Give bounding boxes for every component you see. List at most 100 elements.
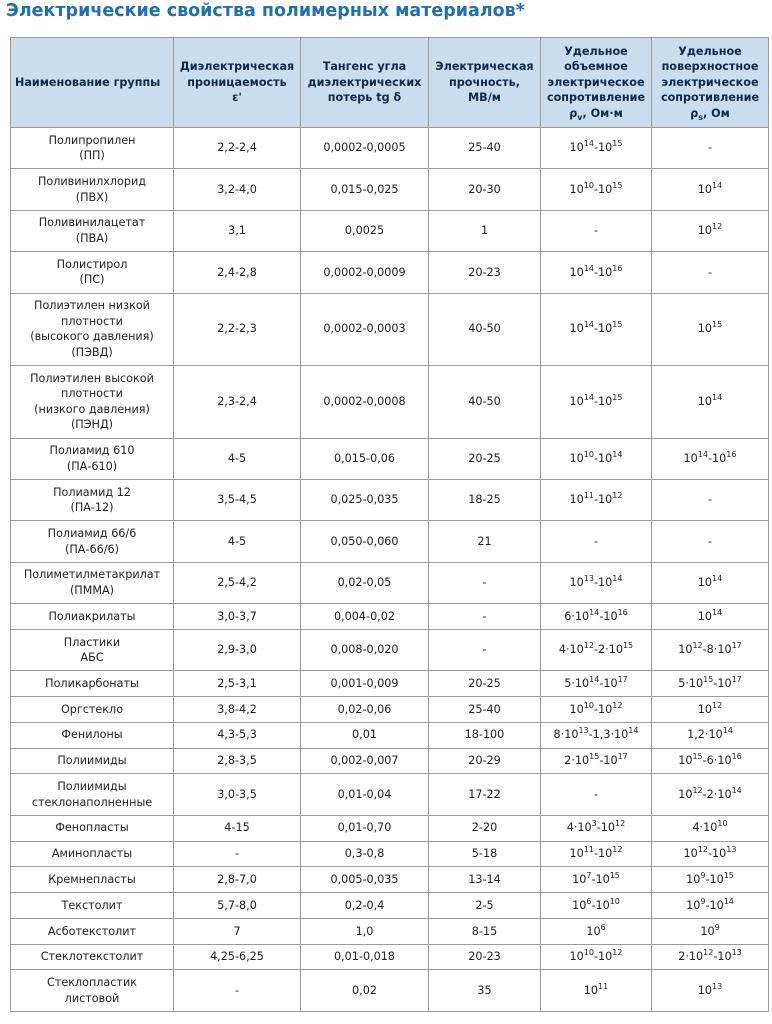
group-name: Поливинилхлорид (ПВХ) <box>10 168 174 211</box>
table-cell: - <box>428 603 541 630</box>
table-cell: 1014 <box>651 168 769 211</box>
table-cell: 0,0002-0,0008 <box>300 365 429 439</box>
column-header: Удельное поверхностное электрическое соп… <box>651 37 769 128</box>
text-part: 10 <box>569 950 584 964</box>
text-part: -10 <box>593 493 613 507</box>
table-cell: 106-1010 <box>540 892 652 919</box>
subscript: v <box>577 112 583 122</box>
table-cell: 2·1015-1017 <box>540 747 652 775</box>
text-part: -10 <box>591 872 610 886</box>
exponent: 14 <box>731 785 742 795</box>
exponent: 15 <box>622 641 634 651</box>
exponent: 10 <box>583 700 594 710</box>
table-cell: 20-25 <box>428 437 541 481</box>
table-cell: - <box>651 251 769 294</box>
table-cell: 2,9-3,0 <box>173 628 301 672</box>
exponent: 16 <box>726 450 737 460</box>
exponent: 12 <box>583 641 594 651</box>
text-part: , Ом·м <box>582 106 623 120</box>
table-cell: 0,0002-0,0009 <box>300 251 429 294</box>
group-name: Асботекстолит <box>10 917 174 945</box>
table-cell: - <box>428 628 541 672</box>
column-header: Тангенс угла диэлектрических потерь tg δ <box>300 37 429 128</box>
table-cell: 4·1012-2·1015 <box>540 628 652 672</box>
table-row: Фенилоны 4,3-5,3 0,01 18-100 8·1013-1,3·1014… <box>10 721 769 749</box>
table-cell: 5-18 <box>428 840 541 868</box>
group-name: Оргстекло <box>10 696 174 723</box>
exponent: 14 <box>697 450 708 460</box>
table-cell: 0,0002-0,0005 <box>300 126 429 170</box>
table-cell: 20-29 <box>428 747 541 775</box>
table-cell: 1012 <box>651 696 769 723</box>
group-name: Полистирол (ПС) <box>10 251 174 294</box>
exponent: 15 <box>612 180 623 190</box>
exponent: 15 <box>589 752 600 762</box>
table-cell: 2,5-3,1 <box>173 670 301 698</box>
table-cell: - <box>173 969 301 1012</box>
text-part: 10 <box>586 924 601 938</box>
text-part: 10 <box>569 847 584 861</box>
table-cell: 13-14 <box>428 866 541 894</box>
text-part: 10 <box>700 924 715 938</box>
table-cell: 2·1012-1013 <box>651 943 769 971</box>
text-part: 10 <box>697 983 713 997</box>
text-part: 10 <box>697 395 713 409</box>
text-part: -8·10 <box>702 643 732 657</box>
group-name: Поликарбонаты <box>10 670 174 698</box>
exponent: 12 <box>692 785 703 795</box>
table-cell: 1,0 <box>300 917 429 945</box>
group-name: Стеклопластик листовой <box>10 969 174 1012</box>
text-part: , Ом <box>702 106 730 120</box>
exponent: 9 <box>700 870 706 880</box>
text-part: 10 <box>569 182 584 196</box>
properties-table: Наименование группы Диэлектрическая прони… <box>10 37 769 1012</box>
exponent: 12 <box>612 700 623 710</box>
text-part: 10 <box>569 452 584 466</box>
text-part: -10 <box>599 676 618 690</box>
text-part: 10 <box>697 702 713 716</box>
table-cell: 0,0002-0,0003 <box>300 292 429 367</box>
text-part: 10 <box>683 452 698 466</box>
group-name: Стеклотекстолит <box>10 943 174 971</box>
text-part: 10 <box>697 609 713 623</box>
group-name: Полиимиды стеклонаполненные <box>10 773 174 816</box>
group-name: Полиметилметакрилат (ПММА) <box>10 561 174 605</box>
text-part: 10 <box>569 141 584 155</box>
table-cell: 2,3-2,4 <box>173 365 301 439</box>
group-name: Полиэтилен высокой плотности (низкого да… <box>10 365 174 439</box>
table-cell: 35 <box>428 969 541 1012</box>
table-cell: 0,2-0,4 <box>300 892 429 919</box>
group-name: Полиамид 66/6 (ПА-66/6) <box>10 520 174 563</box>
text-part: 10 <box>697 322 713 336</box>
table-cell: 20-23 <box>428 943 541 971</box>
text-part: -2·10 <box>702 787 732 801</box>
text-part: 10 <box>678 754 693 768</box>
text-part: -10 <box>593 576 613 590</box>
exponent: 14 <box>722 726 733 736</box>
table-cell: 0,002-0,007 <box>300 747 429 775</box>
text-part: 10 <box>697 224 713 238</box>
table-cell: 107-1015 <box>540 866 652 894</box>
table-cell: - <box>540 773 652 816</box>
text-part: -10 <box>705 872 724 886</box>
text-part: -10 <box>593 265 613 279</box>
group-name: Аминопласты <box>10 840 174 868</box>
text-part: 10 <box>569 265 584 279</box>
table-cell: 4-5 <box>173 437 301 481</box>
table-row: Кремнепласты 2,8-7,0 0,005-0,035 13-14 107-1… <box>10 866 769 894</box>
group-name: Полиамид 12 (ПА-12) <box>10 478 174 522</box>
table-cell: 5·1015-1017 <box>651 670 769 698</box>
table-row: Полиэтилен высокой плотности (низкого да… <box>10 365 769 439</box>
table-cell: 0,02-0,06 <box>300 696 429 723</box>
table-cell: 40-50 <box>428 292 541 367</box>
exponent: 15 <box>692 752 703 762</box>
table-cell: 25-40 <box>428 696 541 723</box>
table-cell: 2-5 <box>428 892 541 919</box>
table-cell: 4-15 <box>173 814 301 842</box>
table-row: Поливинилацетат (ПВА) 3,1 0,0025 1-1012 <box>10 209 769 253</box>
exponent: 3 <box>591 819 597 829</box>
table-cell: 3,2-4,0 <box>173 168 301 211</box>
table-cell: 1014 <box>651 603 769 630</box>
exponent: 11 <box>583 845 594 855</box>
